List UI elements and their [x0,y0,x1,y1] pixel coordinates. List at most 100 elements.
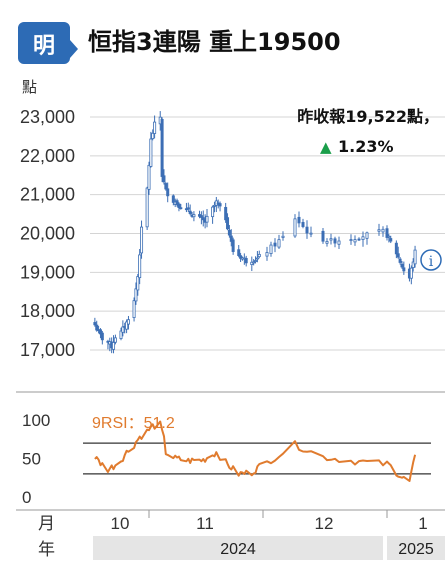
candle [273,238,277,253]
candle [231,237,235,255]
candle [400,261,404,269]
candle [164,182,168,191]
last-close-label: 昨收報19,522點， [297,107,439,126]
candle [132,297,136,322]
candle [179,203,183,210]
candle [333,236,337,248]
year-band-2025 [387,536,445,560]
candle [175,198,179,207]
candle [301,218,305,229]
candle [151,129,155,141]
candle [177,202,181,212]
rsi-reference-lines [83,442,431,475]
candle [112,335,116,354]
year-tick-label: 2024 [220,541,256,558]
candle [138,248,142,285]
candles [93,111,417,354]
candle [337,236,341,249]
candle [381,226,385,237]
candle [149,131,153,168]
candle [201,210,205,227]
candle [254,256,258,264]
candle [153,115,157,139]
candle [162,169,166,185]
candle [136,273,140,296]
candle [255,250,259,263]
candle [269,241,273,257]
candle [134,282,138,305]
candle [166,182,170,203]
candle [186,202,190,212]
rsi-tick-label: 50 [22,450,41,469]
candle [119,327,123,341]
candle [411,258,415,272]
candle [224,202,228,223]
candle [98,328,102,339]
candle [113,334,117,345]
candle [100,330,104,345]
up-arrow-icon: ▲ [320,138,332,156]
candle [361,231,365,247]
candle [409,265,413,285]
chart-title: 恒指3連陽 重上19500 [88,28,341,56]
price-tick-label: 20,000 [20,224,75,244]
candle [239,252,243,263]
candle [226,213,230,231]
rsi-tick-label: 0 [22,488,31,507]
candle [212,201,216,213]
month-tick-label: 1 [418,514,427,533]
month-row-label: 月 [38,514,55,533]
candle [297,211,301,228]
candle [121,320,125,337]
rsi-line [94,420,417,482]
price-tick-label: 22,000 [20,146,75,166]
candle [244,255,248,267]
candle [321,228,325,244]
info-icon[interactable]: i [420,249,442,271]
rsi-tick-labels: 0 50 100 [22,411,50,507]
price-tick-label: 19,000 [20,262,75,282]
candle [95,320,99,332]
candle [398,256,402,265]
candle [325,238,329,247]
year-row-label: 年 [38,540,55,559]
candle [192,211,196,222]
candle [389,235,393,244]
candle [353,235,357,246]
close-annotation: 昨收報19,522點， ▲ 1.23% [297,107,439,156]
candle [329,233,333,245]
candle [140,220,144,259]
candle [145,186,149,230]
price-tick-label: 17,000 [20,340,75,360]
candle [387,234,391,243]
candle [171,194,175,206]
logo-badge [18,22,78,64]
candle [309,226,313,238]
candle [93,317,97,327]
candle [147,161,151,195]
candle [160,117,164,183]
candle [211,205,215,224]
rsi-tick-label: 100 [22,411,50,430]
candle [265,246,269,261]
price-tick-label: 23,000 [20,107,75,127]
candle [277,234,281,250]
candle [257,250,261,259]
candle [349,234,353,245]
month-tick-label: 10 [111,514,130,533]
candle [250,256,254,272]
year-tick-labels: 2024 2025 [220,541,434,558]
price-tick-label: 18,000 [20,301,75,321]
candle [125,319,129,334]
candle [305,220,309,239]
candle [377,223,381,236]
candle [199,211,203,225]
candle [281,231,285,241]
candle [357,237,361,241]
candle [396,246,400,259]
month-tick-labels: 10 11 12 1 [111,514,428,533]
candle [229,229,233,247]
month-tick-label: 12 [315,514,334,533]
